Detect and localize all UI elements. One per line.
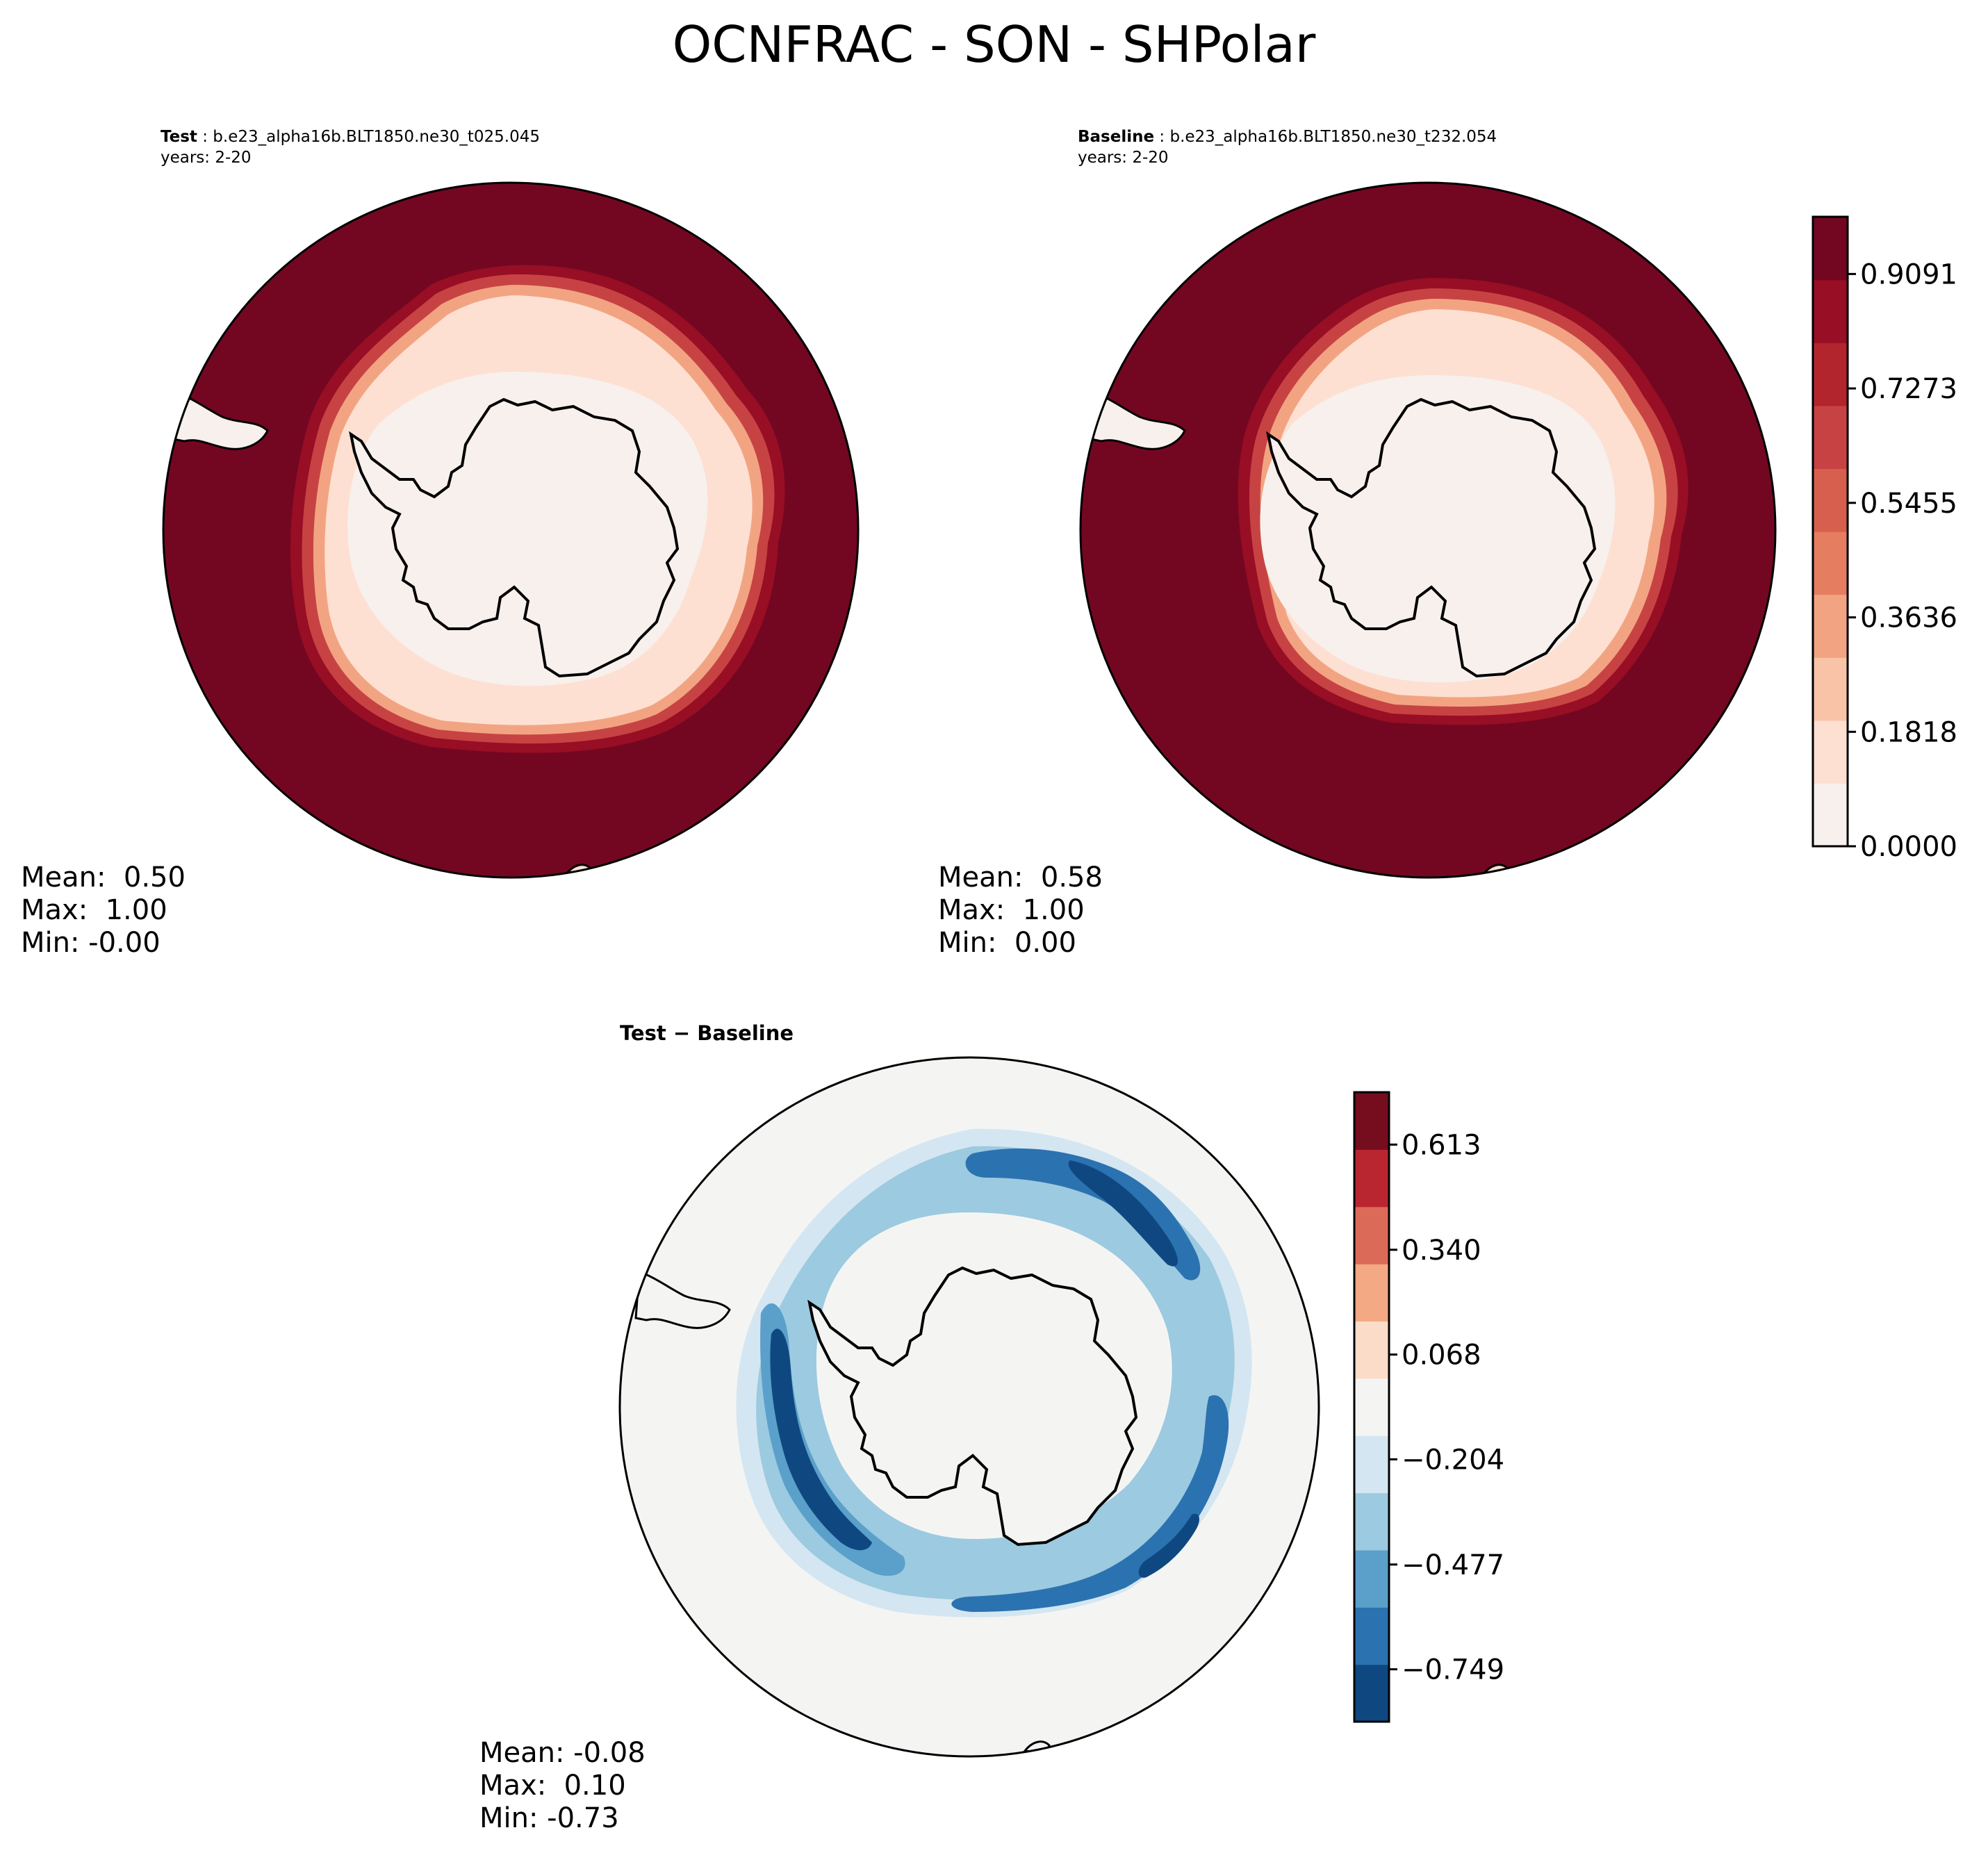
baseline-map bbox=[1081, 183, 1775, 878]
baseline-mean: Mean: 0.58 bbox=[938, 862, 1103, 893]
diff-south-america bbox=[634, 1269, 731, 1329]
diff-colorbar-segment bbox=[1354, 1206, 1389, 1265]
baseline-max: Max: 1.00 bbox=[938, 894, 1085, 926]
baseline-min: Min: 0.00 bbox=[938, 927, 1076, 959]
baseline-colorbar-tick-label: 0.5455 bbox=[1860, 488, 1957, 520]
diff-colorbar-segment bbox=[1354, 1149, 1389, 1208]
baseline-colorbar-tick-label: 0.0000 bbox=[1860, 831, 1957, 863]
test-map-border bbox=[162, 181, 860, 879]
test-south-america bbox=[172, 390, 269, 450]
baseline-colorbar-tick-label: 0.3636 bbox=[1860, 602, 1957, 634]
baseline-colorbar-segment bbox=[1813, 783, 1848, 847]
baseline-colorbar-frame bbox=[1812, 215, 1849, 848]
diff-colorbar-tick-label: −0.749 bbox=[1402, 1654, 1504, 1686]
diff-colorbar-segment bbox=[1354, 1492, 1389, 1551]
baseline-colorbar-segment bbox=[1813, 279, 1848, 343]
diff-anomaly-east-core bbox=[1138, 1513, 1199, 1578]
baseline-label: Baseline bbox=[1078, 128, 1155, 146]
diff-colorbar-segment bbox=[1354, 1264, 1389, 1322]
diff-colorbar-segment bbox=[1354, 1435, 1389, 1494]
diff-map bbox=[620, 1057, 1319, 1756]
diff-min: Min: -0.73 bbox=[479, 1802, 619, 1834]
diff-anomaly-west-core bbox=[770, 1328, 872, 1551]
test-map bbox=[163, 183, 858, 878]
diff-max: Max: 0.10 bbox=[479, 1770, 626, 1802]
diff-colorbar-tick-label: 0.340 bbox=[1402, 1235, 1481, 1267]
baseline-colorbar-segment bbox=[1813, 343, 1848, 406]
test-label: Test bbox=[161, 128, 197, 146]
diff-colorbar-segment bbox=[1354, 1321, 1389, 1379]
diff-colorbar-frame bbox=[1353, 1091, 1390, 1723]
baseline-colorbar-segment bbox=[1813, 657, 1848, 721]
baseline-colorbar-tick-label: 0.7273 bbox=[1860, 373, 1957, 405]
baseline-colorbar-segment bbox=[1813, 468, 1848, 532]
diff-colorbar-tick-label: −0.477 bbox=[1402, 1549, 1504, 1581]
baseline-case-name: b.e23_alpha16b.BLT1850.ne30_t232.054 bbox=[1169, 128, 1497, 146]
baseline-map-border bbox=[1079, 181, 1777, 879]
diff-colorbar-segment bbox=[1354, 1092, 1389, 1150]
baseline-colorbar: 0.0000 0.1818 0.3636 0.5455 0.7273 0.9091 bbox=[1812, 215, 1957, 863]
diff-panel-title: Test − Baseline bbox=[620, 1021, 794, 1045]
diff-colorbar-segment bbox=[1354, 1549, 1389, 1608]
test-min: Min: -0.00 bbox=[21, 927, 161, 959]
diff-anomaly-north-core bbox=[1068, 1160, 1178, 1267]
diff-map-border bbox=[618, 1056, 1320, 1758]
baseline-colorbar-segment bbox=[1813, 405, 1848, 469]
baseline-colorbar-segment bbox=[1813, 532, 1848, 595]
test-stats: Mean: 0.50 Max: 1.00 Min: -0.00 bbox=[21, 862, 186, 960]
baseline-years: years: 2-20 bbox=[1078, 149, 1169, 167]
diff-mean: Mean: -0.08 bbox=[479, 1737, 646, 1769]
baseline-colorbar-tick-label: 0.9091 bbox=[1860, 258, 1957, 290]
test-case-name: b.e23_alpha16b.BLT1850.ne30_t025.045 bbox=[213, 128, 540, 146]
baseline-south-america bbox=[1090, 390, 1186, 450]
baseline-colorbar-segment bbox=[1813, 594, 1848, 658]
diff-stats: Mean: -0.08 Max: 0.10 Min: -0.73 bbox=[479, 1737, 646, 1835]
baseline-stats: Mean: 0.58 Max: 1.00 Min: 0.00 bbox=[938, 862, 1103, 960]
diff-colorbar-segment bbox=[1354, 1378, 1389, 1436]
diff-colorbar-tick-label: 0.613 bbox=[1402, 1129, 1481, 1161]
test-max: Max: 1.00 bbox=[21, 894, 167, 926]
test-panel-header: Test : b.e23_alpha16b.BLT1850.ne30_t025.… bbox=[161, 128, 540, 167]
baseline-panel-header: Baseline : b.e23_alpha16b.BLT1850.ne30_t… bbox=[1078, 128, 1497, 167]
diff-colorbar-segment bbox=[1354, 1607, 1389, 1665]
baseline-colorbar-segment bbox=[1813, 217, 1848, 281]
figure-title: OCNFRAC - SON - SHPolar bbox=[672, 15, 1316, 74]
diff-colorbar: −0.749 −0.477 −0.204 0.068 0.340 0.613 bbox=[1353, 1091, 1504, 1723]
diff-colorbar-tick-label: 0.068 bbox=[1402, 1340, 1481, 1372]
diff-colorbar-segment bbox=[1354, 1664, 1389, 1722]
baseline-colorbar-tick-label: 0.1818 bbox=[1860, 716, 1957, 748]
test-years: years: 2-20 bbox=[161, 149, 252, 167]
test-mean: Mean: 0.50 bbox=[21, 862, 186, 893]
baseline-colorbar-segment bbox=[1813, 720, 1848, 784]
diff-colorbar-tick-label: −0.204 bbox=[1402, 1444, 1504, 1476]
